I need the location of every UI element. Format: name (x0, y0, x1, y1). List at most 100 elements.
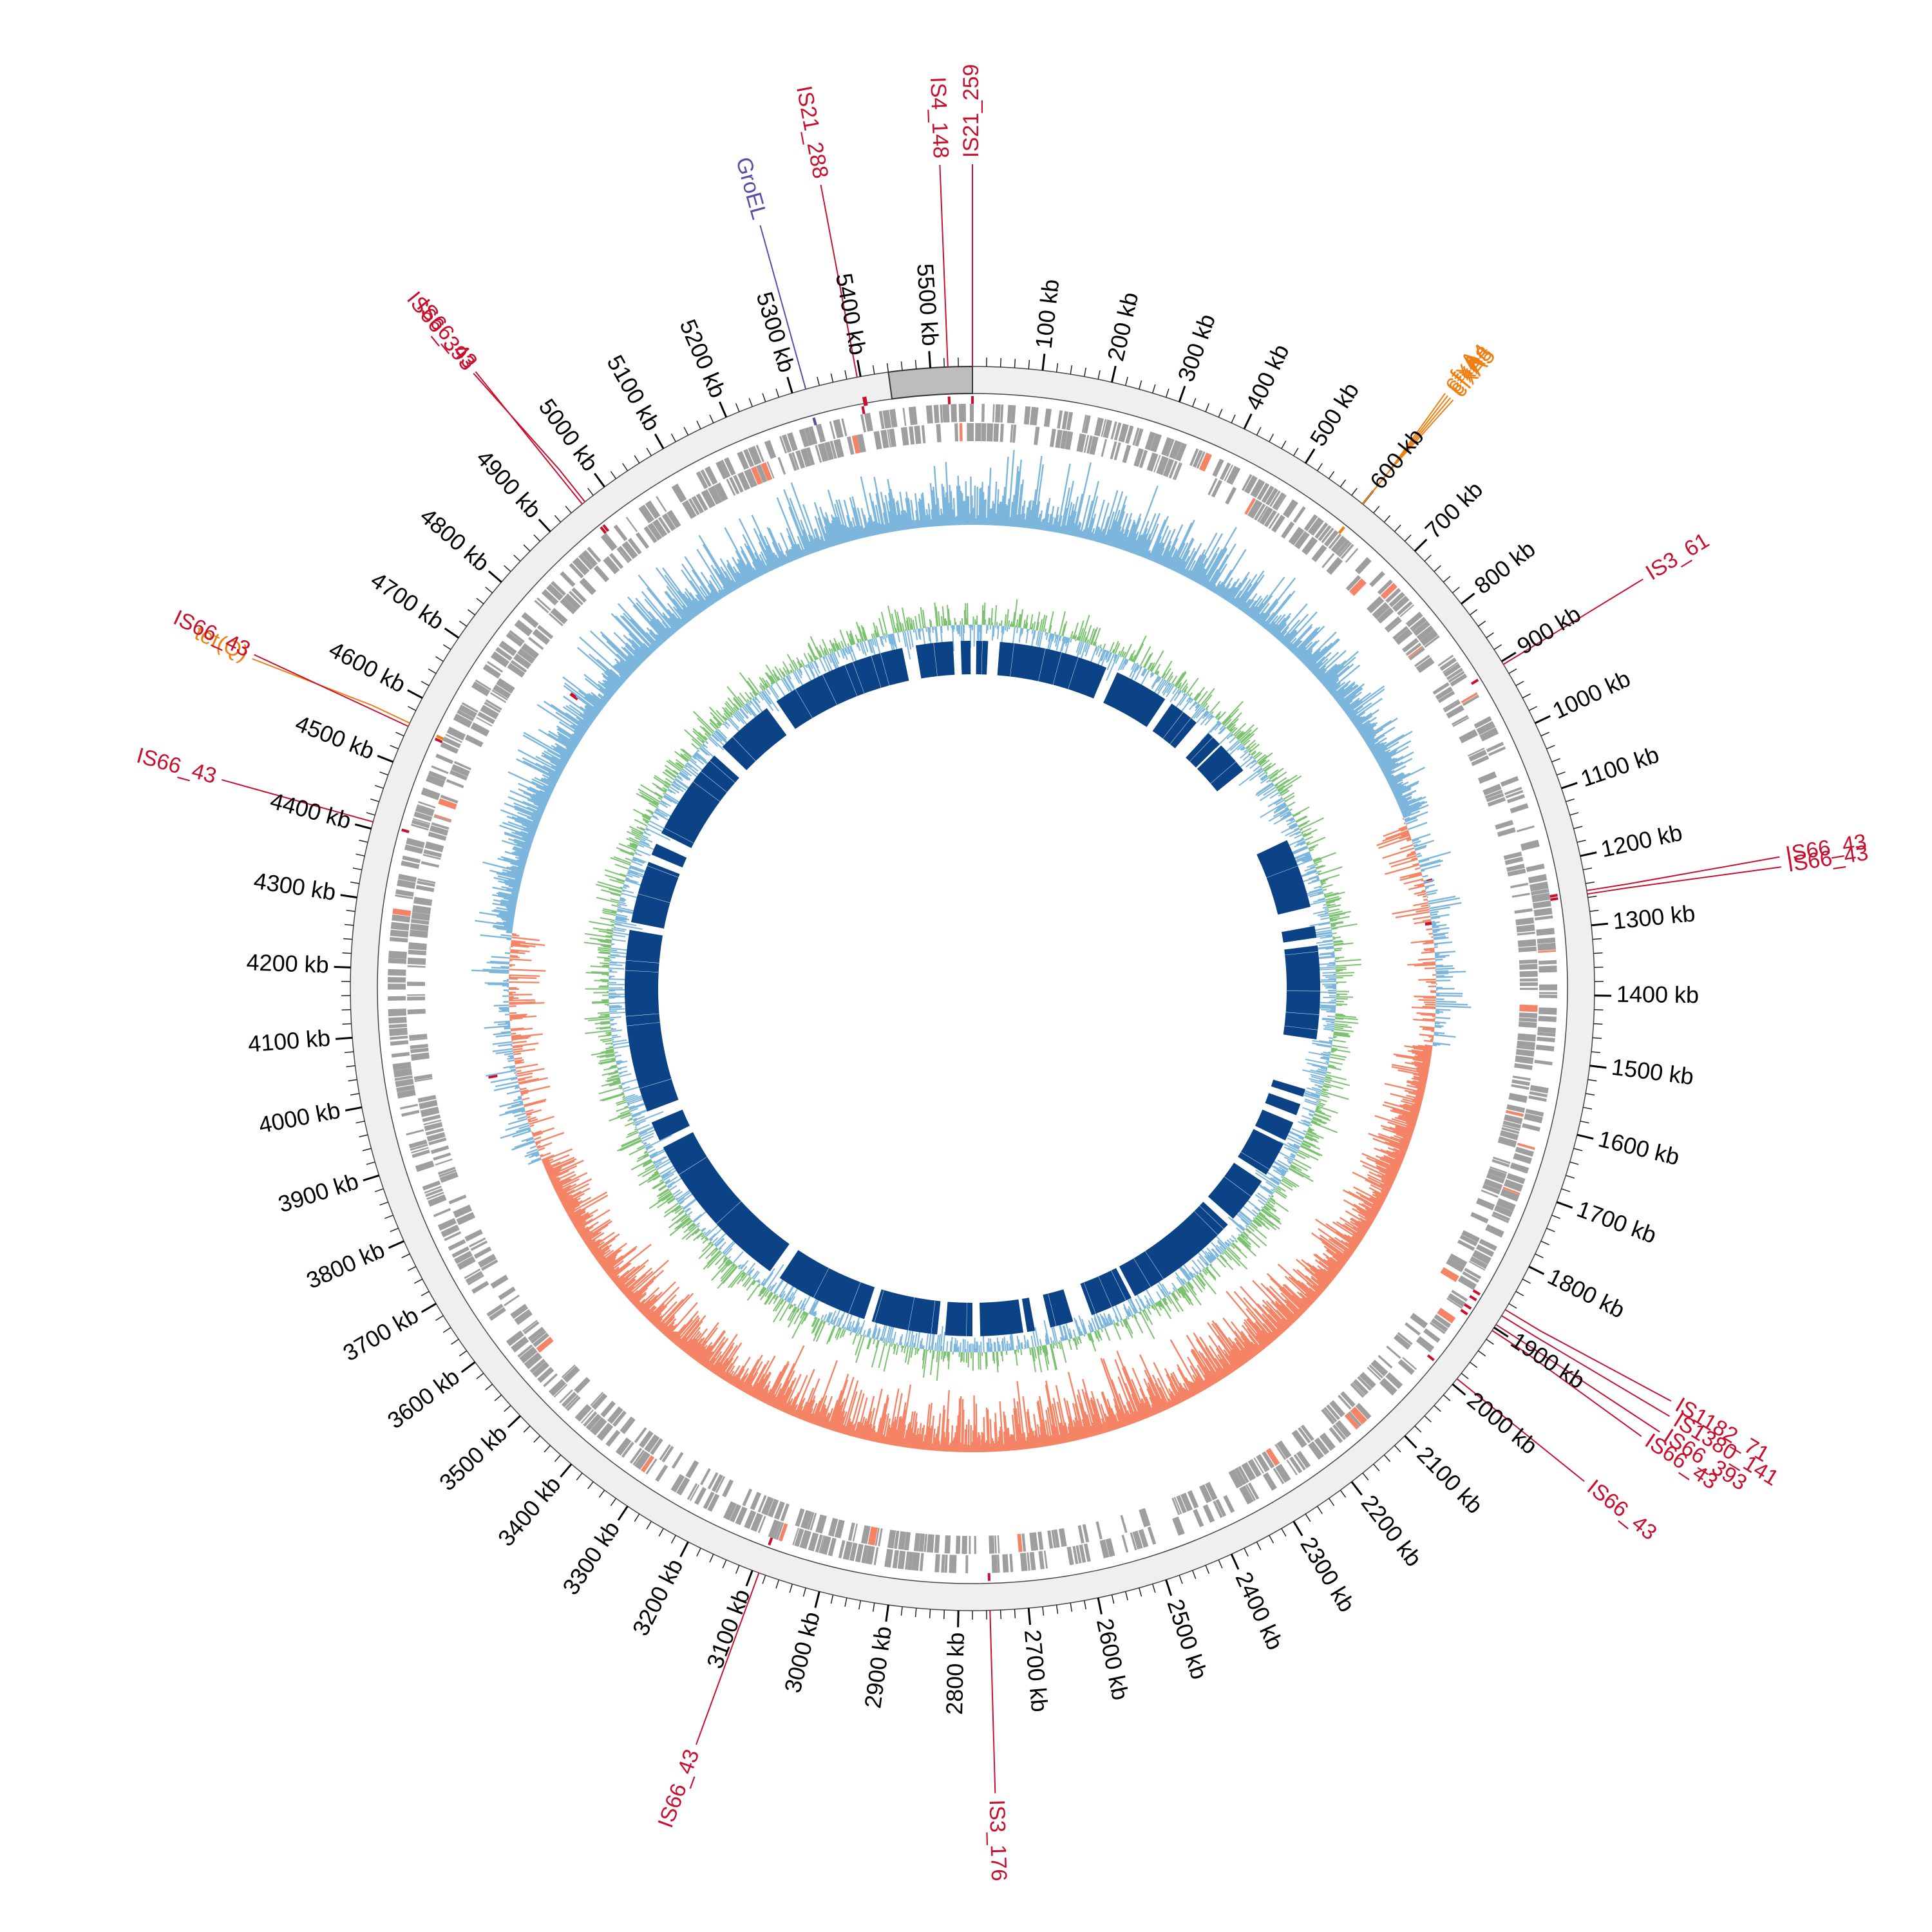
cds-feature (804, 427, 813, 446)
gc-skew-bar (1267, 614, 1282, 632)
cds-feature (1261, 485, 1274, 504)
minor-tick (817, 376, 820, 386)
cds-feature (1434, 1314, 1452, 1329)
gc-skew-bar (1235, 583, 1253, 608)
gc-content-bar (1329, 1061, 1343, 1065)
gc-skew-bar (1417, 1045, 1433, 1048)
gc-skew-bar (1059, 526, 1062, 534)
minor-tick (1593, 1023, 1603, 1025)
cds-feature (792, 1528, 799, 1546)
cds-feature (517, 648, 536, 664)
gc-skew-bar (1372, 734, 1405, 755)
gc-skew-bar (1108, 509, 1121, 546)
cds-feature (1352, 1382, 1366, 1396)
gc-skew-bar (1019, 506, 1024, 528)
cds-feature (1275, 1464, 1291, 1483)
gc-skew-bar (1434, 1025, 1444, 1027)
gc-content-bar (1334, 949, 1341, 952)
gc-skew-bar (1401, 806, 1420, 815)
gc-skew-bar (1435, 972, 1449, 975)
gc-content-bar (996, 1337, 999, 1352)
gc-skew-bar (1179, 556, 1190, 574)
gc-skew-bar (1066, 504, 1075, 535)
cds-feature (388, 1009, 406, 1017)
gc-skew-bar (1101, 489, 1119, 544)
gc-skew-bar (1206, 569, 1219, 589)
gc-skew-bar (1380, 1190, 1388, 1195)
cds-feature (410, 918, 430, 925)
cds-feature (645, 1458, 658, 1475)
gc-content-bar (1191, 1266, 1198, 1275)
gc-skew-bar (1406, 1080, 1426, 1086)
gc-skew-bar (504, 1027, 511, 1030)
gc-content-bar (1316, 962, 1336, 965)
cds-feature (603, 556, 620, 574)
cds-feature (1410, 1312, 1428, 1329)
cds-feature (989, 1535, 995, 1554)
gc-skew-bar (1016, 484, 1023, 527)
cds-feature (1397, 1332, 1413, 1345)
gc-skew-bar (1359, 722, 1376, 734)
cds-feature (1329, 1426, 1343, 1444)
gc-skew-bar (1271, 612, 1292, 636)
cds-feature (1293, 506, 1306, 523)
gc-skew-bar (1399, 1149, 1407, 1153)
gc-skew-bar (1379, 757, 1397, 768)
gc-skew-bar (1398, 798, 1416, 807)
cds-feature (1519, 1004, 1538, 1012)
minor-tick (1540, 1240, 1549, 1245)
cds-feature (1386, 1345, 1401, 1359)
gc-skew-bar (1280, 632, 1290, 643)
cds-feature (1289, 1456, 1303, 1473)
gc-skew-bar (1383, 1155, 1403, 1164)
major-tick (1027, 1607, 1032, 1625)
gc-content-bar (1144, 1295, 1151, 1307)
cds-feature (1519, 1018, 1537, 1023)
gc-skew-bar (1363, 728, 1383, 742)
cds-feature (407, 965, 426, 968)
gc-skew-bar (1305, 646, 1327, 667)
gc-skew-bar (1388, 1141, 1408, 1150)
cds-feature (486, 1303, 504, 1317)
gc-skew-bar (1408, 835, 1411, 838)
minor-tick (1477, 620, 1486, 627)
cds-feature (449, 770, 468, 781)
gc-skew-bar (1215, 582, 1224, 594)
gc-skew-bar (1348, 1191, 1381, 1210)
cds-feature (451, 1246, 469, 1258)
gc-content-bar (1090, 646, 1097, 664)
gc-content-bar (1238, 1234, 1240, 1236)
cds-feature (887, 429, 891, 448)
cds-feature (424, 1186, 442, 1194)
gc-skew-bar (1417, 884, 1425, 887)
cds-feature (1505, 1110, 1524, 1117)
gc-content-bar (1334, 1020, 1359, 1025)
cds-feature (720, 459, 731, 477)
gc-skew-bar (981, 1432, 983, 1452)
gc-skew-bar (1062, 480, 1075, 535)
gc-skew-bar (498, 1007, 509, 1009)
gc-skew-bar (1157, 555, 1163, 564)
cds-feature (561, 1392, 577, 1408)
gc-skew-bar (1403, 878, 1423, 885)
gc-skew-bar (1370, 742, 1384, 752)
cds-feature (1416, 1336, 1435, 1353)
minor-tick (1522, 1278, 1531, 1284)
gc-skew-bar (1379, 757, 1396, 768)
major-tick (594, 473, 605, 488)
minor-tick (576, 1472, 583, 1481)
cds-feature (1307, 517, 1324, 536)
cds-feature (1332, 1424, 1347, 1441)
gc-skew-bar (1381, 1156, 1402, 1166)
cds-feature (504, 1294, 520, 1307)
gc-content-bar (1012, 627, 1016, 646)
gc-skew-bar (1024, 507, 1029, 528)
gc-skew-bar (1412, 838, 1419, 842)
cds-feature (1350, 1383, 1365, 1398)
cds-feature (388, 1016, 407, 1024)
cds-feature (919, 1553, 924, 1571)
cds-feature (756, 464, 768, 483)
cds-feature (815, 1534, 823, 1553)
minor-tick (467, 609, 476, 616)
gc-skew-bar (1309, 656, 1325, 672)
